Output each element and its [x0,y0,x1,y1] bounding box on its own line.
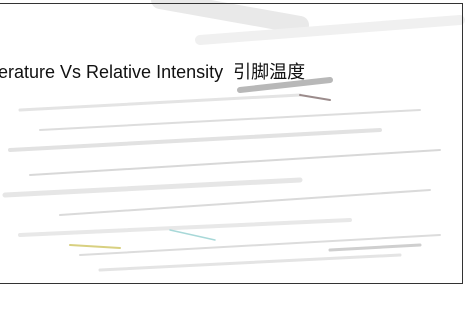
page: erature Vs Relative Intensity 引脚温度 (() =… [0,0,465,311]
background-streaks [5,0,460,270]
frame [0,3,463,284]
chart-title: erature Vs Relative Intensity 引脚温度 [0,62,305,82]
screenshot: erature Vs Relative Intensity 引脚温度 [0,0,465,311]
